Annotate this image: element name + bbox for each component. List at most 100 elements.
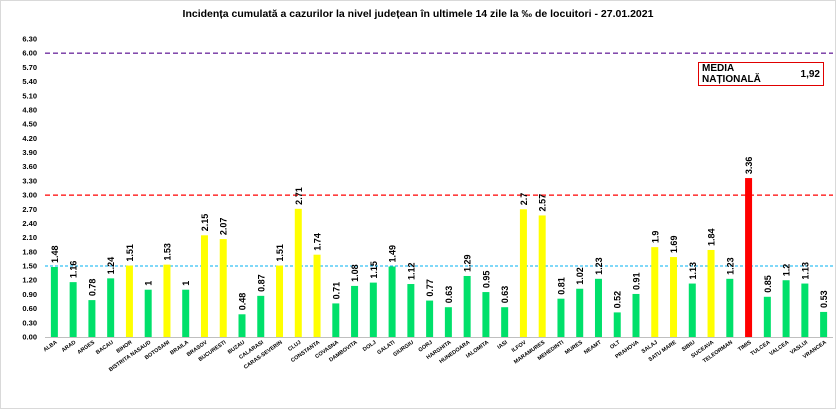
data-label: 1.49	[388, 245, 398, 263]
bar	[276, 265, 284, 337]
y-tick-label: 3.60	[22, 162, 37, 171]
bar	[801, 283, 809, 337]
bar	[351, 285, 359, 337]
data-label: 0.85	[763, 275, 773, 293]
data-label: 1.74	[313, 233, 323, 251]
data-label: 0.81	[556, 277, 566, 295]
bar	[670, 257, 678, 337]
y-tick-label: 5.70	[22, 63, 37, 72]
y-tick-label: 0.90	[22, 290, 37, 299]
bar	[576, 288, 584, 337]
x-tick-label: ARGES	[77, 340, 97, 356]
bar	[182, 289, 190, 337]
bar	[219, 239, 227, 337]
data-label: 2.57	[538, 194, 548, 212]
y-tick-label: 0.30	[22, 318, 37, 327]
y-tick-label: 5.40	[22, 77, 37, 86]
data-label: 1.51	[275, 244, 285, 262]
bar	[407, 284, 415, 337]
data-label: 1.29	[463, 254, 473, 272]
bar	[313, 254, 321, 337]
bar	[388, 266, 396, 337]
x-tick-label: ALBA	[43, 340, 59, 354]
bar	[426, 300, 434, 337]
y-tick-label: 3.90	[22, 148, 37, 157]
bar	[745, 178, 753, 337]
data-label: 1	[181, 281, 191, 286]
y-tick-label: 0.00	[22, 333, 37, 342]
bar	[294, 208, 302, 337]
y-tick-label: 1.80	[22, 247, 37, 256]
data-label: 0.77	[425, 279, 435, 297]
national-average-label: MEDIA NAȚIONALĂ	[702, 63, 761, 85]
data-label: 2.7	[519, 193, 529, 206]
data-label: 1.08	[350, 264, 360, 282]
data-label: 1.24	[106, 257, 116, 275]
bar	[501, 307, 509, 337]
threshold-lines	[45, 52, 833, 267]
bar	[125, 265, 133, 337]
x-tick-label: OLT	[609, 339, 622, 350]
x-tick-label: TULCEA	[750, 340, 772, 358]
data-label: 1.15	[369, 261, 379, 279]
y-tick-label: 5.10	[22, 91, 37, 100]
bar	[632, 293, 640, 337]
bar	[107, 278, 115, 337]
bar	[463, 275, 471, 337]
bar	[726, 278, 734, 337]
data-label: 0.87	[256, 274, 266, 292]
chart-title: Incidența cumulată a cazurilor la nivel …	[182, 8, 654, 20]
data-label: 3.36	[744, 157, 754, 175]
data-label: 1.69	[669, 236, 679, 254]
data-label: 1.13	[800, 262, 810, 280]
data-label: 1.23	[725, 257, 735, 275]
data-label: 0.95	[481, 271, 491, 289]
x-tick-label: MURES	[564, 340, 584, 356]
bar	[200, 235, 208, 337]
y-tick-label: 2.70	[22, 205, 37, 214]
bar	[163, 264, 171, 337]
y-axis: 0.000.300.600.901.201.501.802.102.402.70…	[22, 35, 833, 342]
data-label: 0.71	[331, 282, 341, 300]
x-tick-label: BACAU	[95, 340, 115, 356]
data-label: 1.9	[650, 231, 660, 244]
y-tick-label: 6.00	[22, 49, 37, 58]
data-label: 2.07	[219, 218, 229, 236]
bar	[688, 283, 696, 337]
data-label: 1.12	[406, 262, 416, 280]
y-tick-label: 3.30	[22, 176, 37, 185]
bar	[257, 295, 265, 337]
bar	[613, 312, 621, 337]
bar	[594, 278, 602, 337]
y-tick-label: 4.20	[22, 134, 37, 143]
data-label: 1	[144, 281, 154, 286]
bar	[369, 282, 377, 337]
data-label: 0.52	[613, 291, 623, 309]
y-tick-label: 4.80	[22, 105, 37, 114]
data-label: 0.63	[444, 286, 454, 304]
data-label: 1.84	[707, 228, 717, 246]
x-tick-label: NEAMT	[583, 339, 603, 355]
bar	[50, 266, 58, 337]
bars	[50, 178, 828, 337]
bar	[519, 209, 527, 337]
data-label: 1.53	[162, 243, 172, 261]
bar	[69, 282, 77, 337]
data-label: 2.71	[294, 187, 304, 205]
data-label: 1.2	[782, 264, 792, 277]
data-label: 1.02	[575, 267, 585, 285]
data-label: 0.48	[238, 293, 248, 311]
y-tick-label: 2.10	[22, 233, 37, 242]
y-tick-label: 1.20	[22, 276, 37, 285]
y-tick-label: 2.40	[22, 219, 37, 228]
data-label: 0.78	[87, 279, 97, 297]
y-tick-label: 3.00	[22, 191, 37, 200]
bar	[238, 314, 246, 337]
data-label: 1.51	[125, 244, 135, 262]
national-average-value: 1,92	[800, 68, 820, 80]
x-tick-label: VALCEA	[769, 340, 791, 358]
x-tick-label: IASI	[497, 339, 510, 350]
bar	[782, 280, 790, 337]
